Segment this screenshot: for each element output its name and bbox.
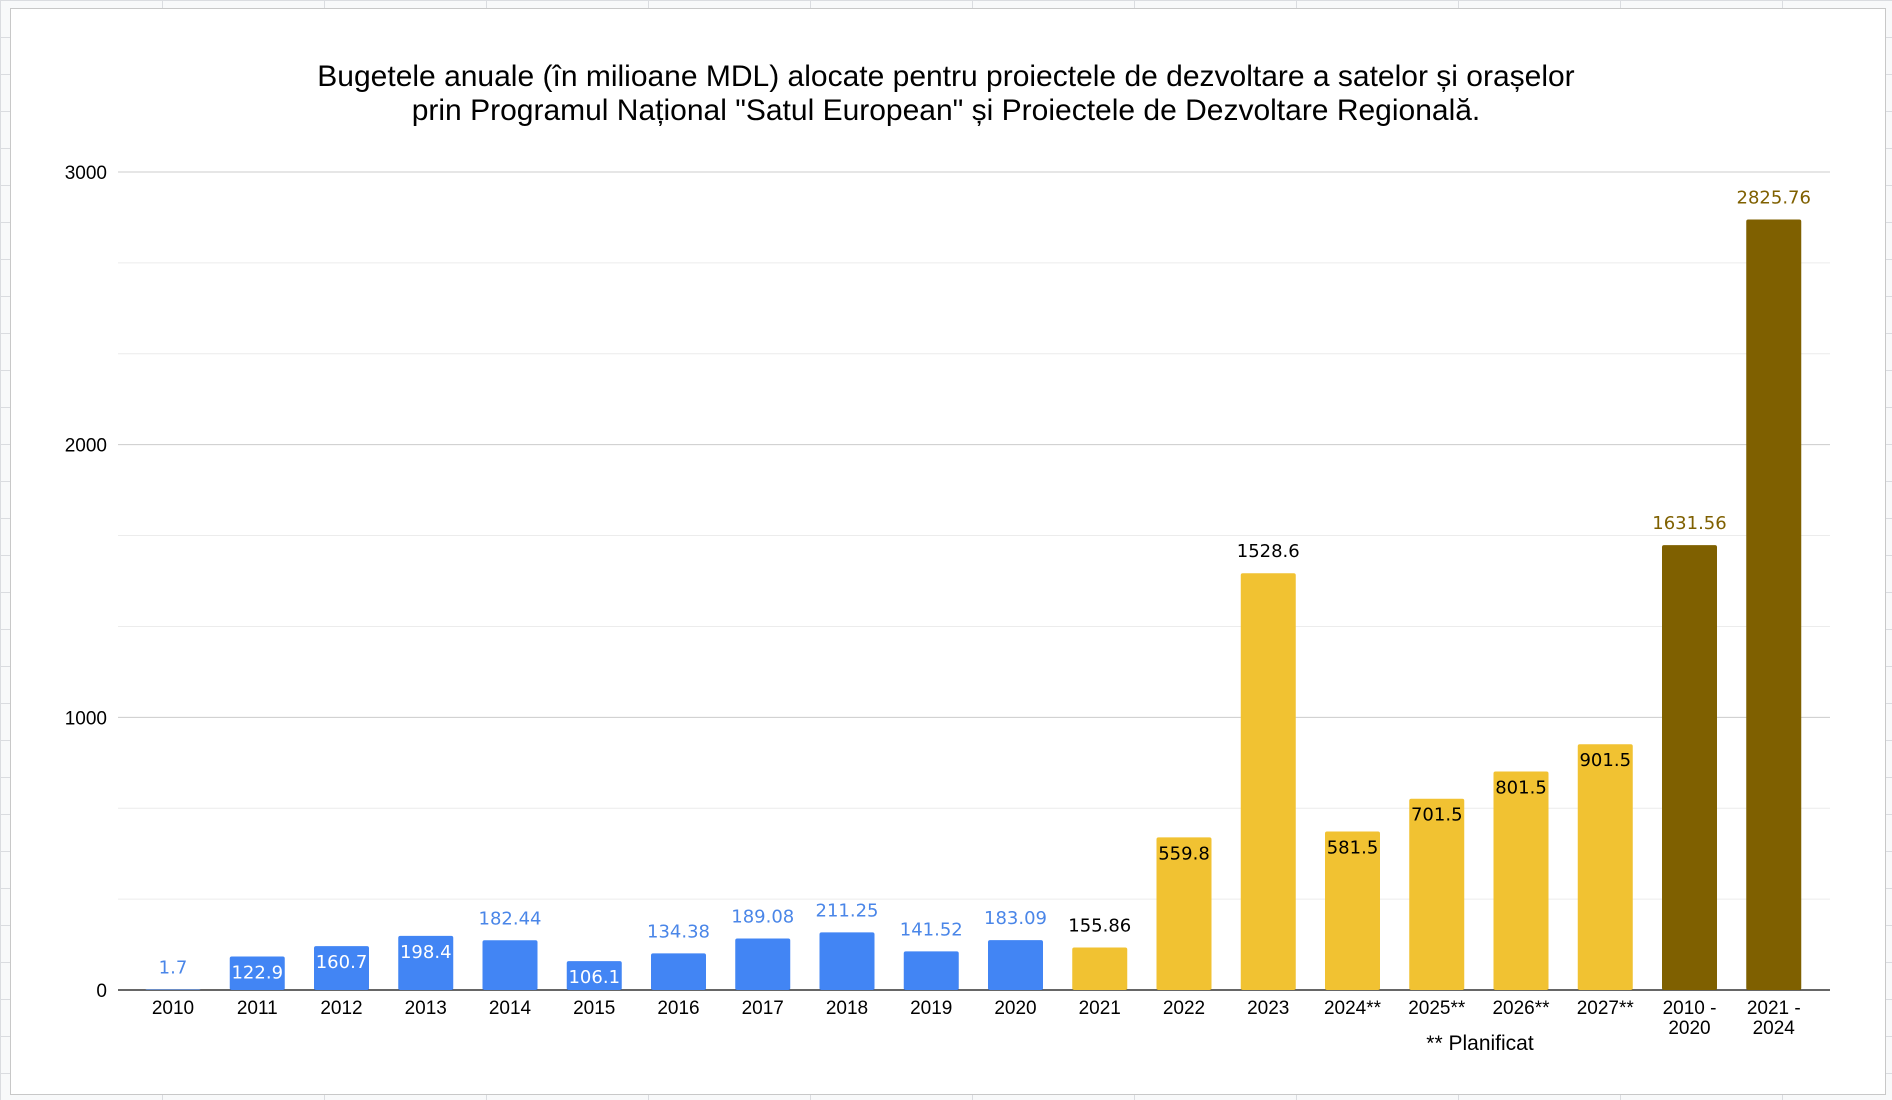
x-tick-label: 2010 -2020 — [1663, 998, 1717, 1039]
bar[interactable] — [1493, 771, 1549, 990]
data-labels: 1.7 122.9 160.7 198.4 182.44 106.1 134.38 189.0… — [159, 188, 1811, 989]
bar[interactable] — [314, 946, 369, 990]
data-label: 2825.76 — [1737, 188, 1811, 209]
x-tick-label: 2025** — [1408, 998, 1466, 1019]
bar[interactable] — [1156, 837, 1212, 990]
bar[interactable] — [988, 940, 1043, 990]
data-label: 182.44 — [479, 908, 542, 929]
chart-title-line-1: Bugetele anuale (în milioane MDL) alocat… — [317, 60, 1575, 93]
data-label: 122.9 — [231, 962, 283, 983]
data-label: 189.08 — [731, 906, 794, 927]
bar[interactable] — [1662, 545, 1717, 990]
bar[interactable] — [651, 953, 706, 990]
x-tick-label: 2012 — [320, 998, 362, 1019]
x-tick-label: 2018 — [826, 998, 868, 1019]
x-tick-label: 2015 — [573, 998, 615, 1019]
x-tick-label: 2027** — [1577, 998, 1635, 1019]
bar[interactable] — [735, 938, 791, 990]
data-label: 1631.56 — [1652, 513, 1726, 534]
x-tick-label: 2021 — [1079, 998, 1121, 1019]
chart-card[interactable] — [10, 8, 1886, 1095]
data-label: 1.7 — [159, 958, 188, 979]
x-tick-label: 2024** — [1324, 998, 1382, 1019]
x-tick-label: 2026** — [1492, 998, 1550, 1019]
x-tick-label: 2013 — [405, 998, 447, 1019]
data-label: 581.5 — [1327, 837, 1379, 858]
footnote-planned: ** Planificat — [1426, 1032, 1534, 1055]
data-label: 183.09 — [984, 908, 1047, 929]
data-label: 701.5 — [1411, 805, 1463, 826]
bar[interactable] — [1409, 798, 1465, 990]
x-tick-label: 2022 — [1163, 998, 1205, 1019]
data-label: 559.8 — [1158, 843, 1210, 864]
bar[interactable] — [1240, 573, 1296, 990]
x-axis-labels: 2010 2011 2012 2013 2014 2015 2016 2017 2018 2019… — [152, 998, 1801, 1039]
data-label: 901.5 — [1579, 750, 1631, 771]
chart-title-line-2: prin Programul Național "Satul European"… — [411, 94, 1481, 127]
bar[interactable] — [1325, 831, 1380, 990]
x-tick-label: 2016 — [657, 998, 699, 1019]
chart-title: Bugetele anuale (în milioane MDL) alocat… — [0, 60, 1892, 128]
x-tick-label: 2010 — [152, 998, 194, 1019]
data-label: 106.1 — [568, 967, 620, 988]
bar[interactable] — [1577, 744, 1633, 990]
x-tick-label: 2019 — [910, 998, 952, 1019]
bar[interactable] — [566, 961, 622, 990]
grid-lines — [118, 171, 1830, 991]
bar[interactable] — [145, 989, 201, 991]
x-tick-label: 2011 — [237, 998, 278, 1019]
data-label: 155.86 — [1068, 916, 1131, 937]
y-tick-label: 0 — [96, 981, 107, 1002]
bar[interactable] — [398, 935, 454, 990]
data-label: 141.52 — [900, 919, 963, 940]
y-tick-label: 3000 — [65, 163, 107, 184]
x-tick-label: 2020 — [994, 998, 1036, 1019]
x-tick-label: 2017 — [742, 998, 784, 1019]
bar[interactable] — [819, 932, 875, 990]
bars — [145, 219, 1802, 991]
x-tick-label: 2023 — [1247, 998, 1289, 1019]
x-tick-label: 2021 -2024 — [1747, 998, 1801, 1039]
y-tick-label: 2000 — [65, 436, 107, 457]
y-tick-label: 1000 — [65, 708, 107, 729]
data-label: 198.4 — [400, 942, 452, 963]
data-label: 1528.6 — [1237, 541, 1300, 562]
bar[interactable] — [1746, 219, 1802, 990]
data-label: 160.7 — [316, 952, 368, 973]
bar[interactable] — [1072, 947, 1128, 990]
x-tick-label: 2014 — [489, 998, 532, 1019]
data-label: 801.5 — [1495, 777, 1547, 798]
y-axis-ticks: 0 1000 2000 3000 — [65, 163, 107, 1002]
data-label: 134.38 — [647, 921, 710, 942]
bar[interactable] — [482, 940, 538, 990]
data-label: 211.25 — [816, 900, 879, 921]
bar[interactable] — [229, 956, 285, 990]
bar[interactable] — [903, 951, 959, 990]
